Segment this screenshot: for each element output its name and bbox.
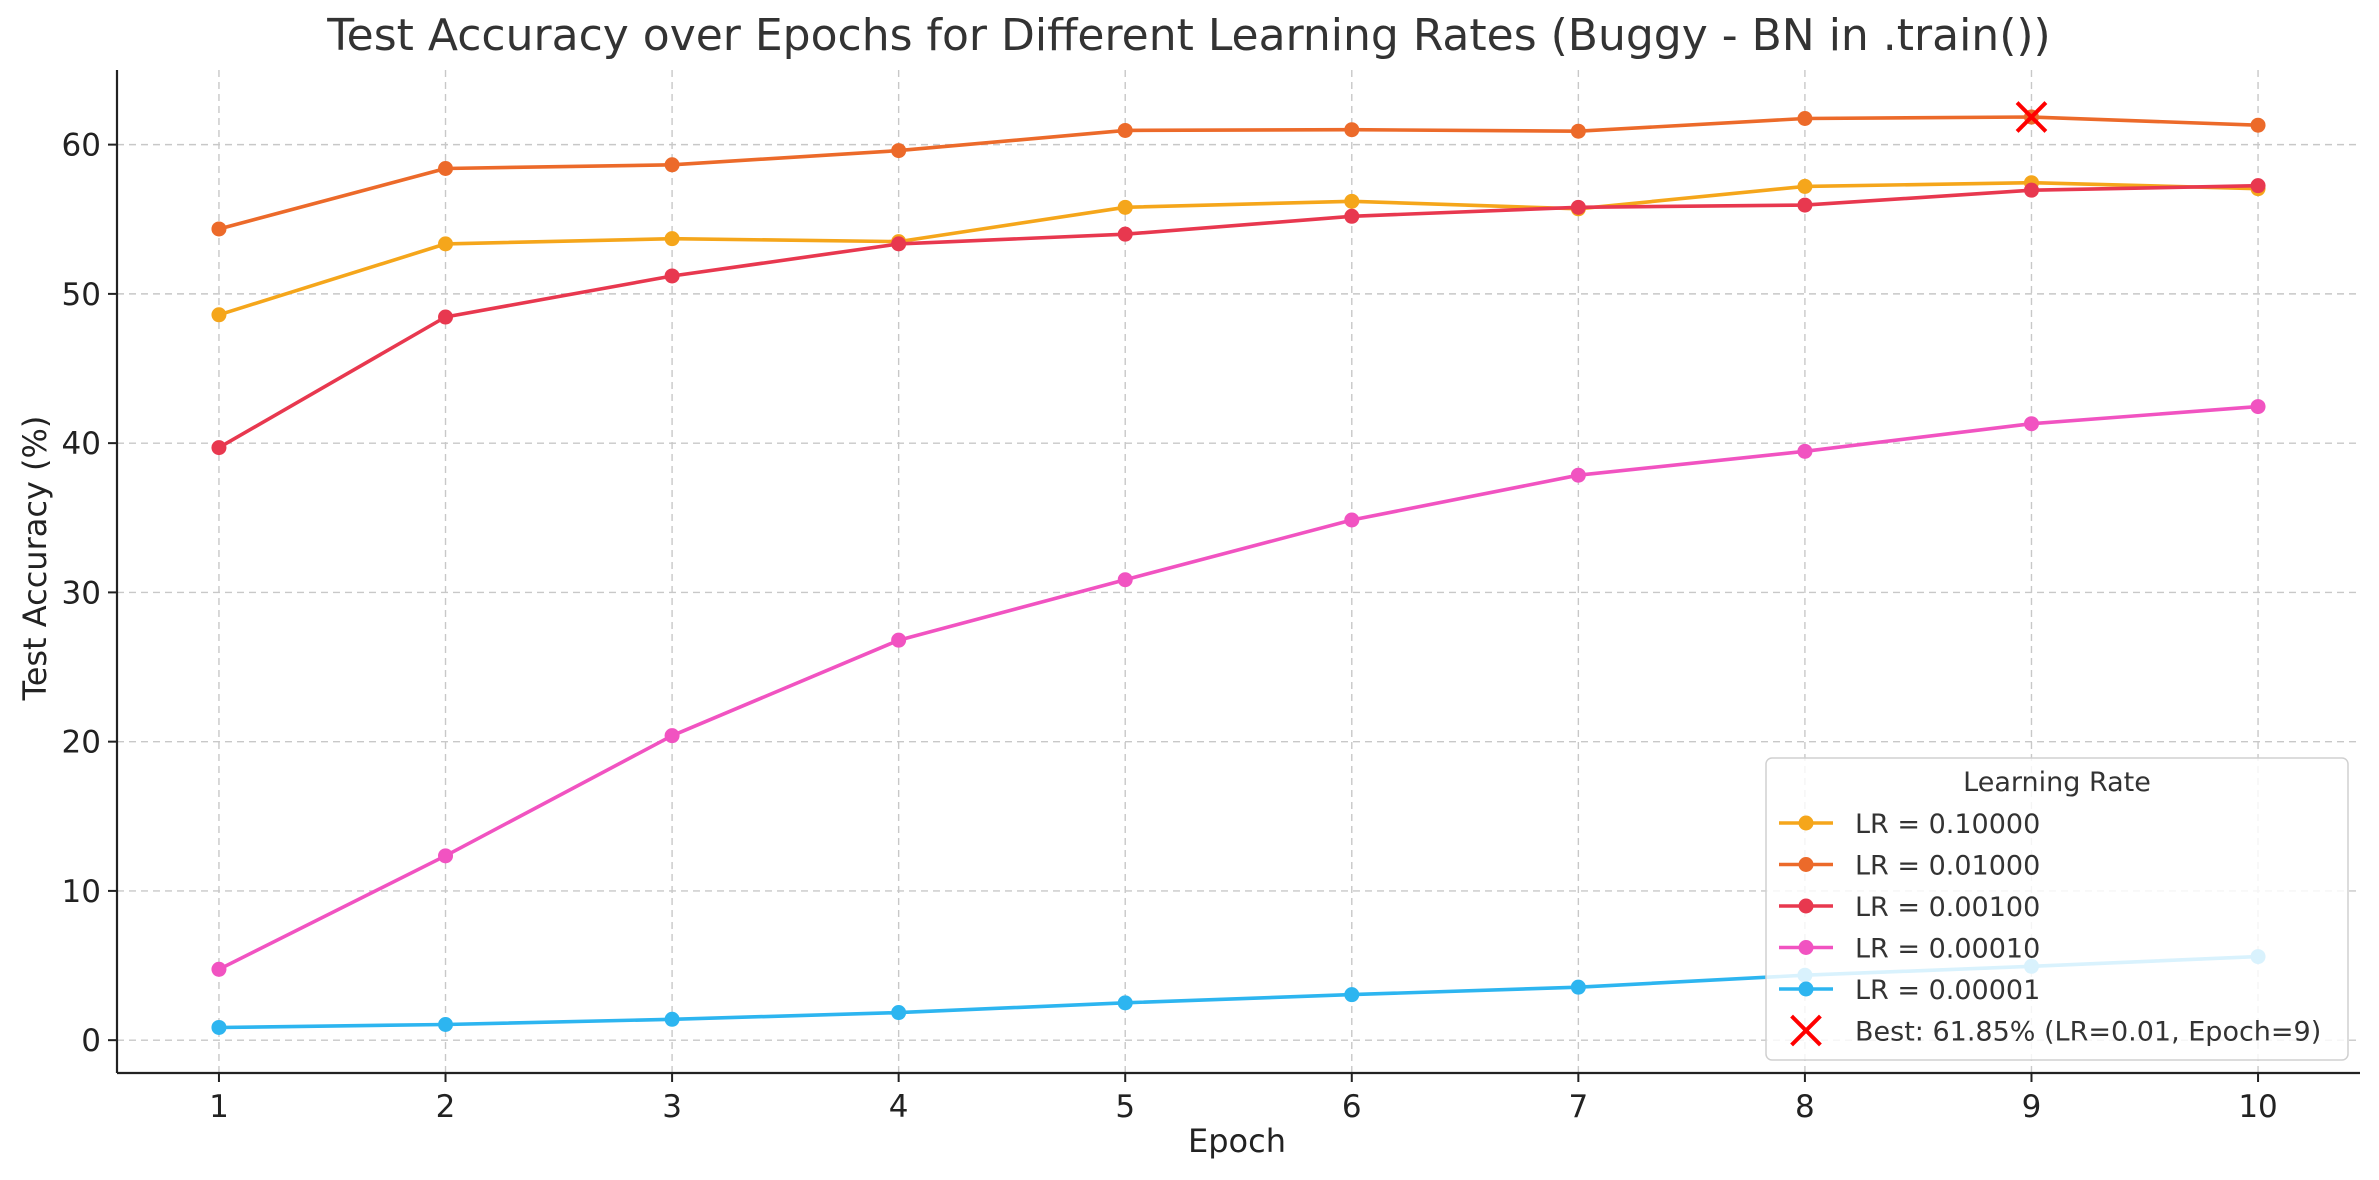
data-point (211, 307, 227, 323)
series-1 (211, 175, 2266, 323)
data-point (2023, 416, 2039, 432)
data-point (1117, 199, 1133, 215)
data-point (1344, 987, 1360, 1003)
data-point (2023, 182, 2039, 198)
legend-box (1765, 757, 2349, 1061)
data-point (1797, 443, 1813, 459)
data-point (664, 231, 680, 247)
legend-swatch-point (1798, 981, 1814, 997)
series-line (218, 180, 2259, 317)
series-3 (211, 178, 2266, 456)
data-point (891, 143, 907, 159)
x-tick-label: 3 (662, 1089, 682, 1125)
data-point (891, 236, 907, 252)
data-point (891, 632, 907, 648)
data-point (664, 268, 680, 284)
axes (115, 70, 2360, 1075)
x-tick-label: 4 (889, 1089, 909, 1125)
data-point (1117, 572, 1133, 588)
data-point (438, 236, 454, 252)
legend-item: LR = 0.00001 (1779, 975, 2040, 1006)
data-point (2250, 178, 2266, 194)
x-tick-label: 10 (2238, 1089, 2277, 1125)
data-point (1344, 122, 1360, 138)
series-2 (211, 109, 2266, 237)
data-point (211, 1019, 227, 1035)
data-point (1344, 193, 1360, 209)
y-axis-label: Test Accuracy (%) (16, 416, 54, 702)
legend-title: Learning Rate (1963, 767, 2151, 798)
data-point (1570, 123, 1586, 139)
grid (117, 70, 2360, 1073)
data-point (1344, 208, 1360, 224)
data-point (2250, 399, 2266, 415)
data-point (1797, 197, 1813, 213)
best-marker (2015, 101, 2048, 133)
data-point (664, 157, 680, 173)
ticks: 1 2 3 4 5 6 7 8 9 10 0 10 20 30 40 50 60 (62, 128, 2278, 1125)
legend-swatch-point (1798, 815, 1814, 831)
x-tick-label: 7 (1568, 1089, 1588, 1125)
y-tick-label: 20 (62, 725, 101, 761)
x-tick-label: 8 (1795, 1089, 1815, 1125)
data-point (438, 161, 454, 177)
x-tick-label: 6 (1342, 1089, 1362, 1125)
data-point (1117, 122, 1133, 138)
legend-item: LR = 0.00100 (1779, 892, 2040, 923)
legend-label: Best: 61.85% (LR=0.01, Epoch=9) (1855, 1017, 2321, 1048)
chart-title: Test Accuracy over Epochs for Different … (326, 10, 2050, 61)
x-tick-label: 9 (2022, 1089, 2042, 1125)
legend-swatch-point (1798, 857, 1814, 872)
series-line (218, 404, 2259, 971)
x-tick-label: 5 (1115, 1089, 1135, 1125)
y-tick-label: 50 (62, 277, 101, 313)
legend-swatch-point (1798, 898, 1814, 914)
y-tick-label: 10 (62, 874, 101, 910)
data-point (1570, 979, 1586, 995)
data-point (1797, 178, 1813, 194)
legend-label: LR = 0.01000 (1855, 851, 2040, 882)
series-line (218, 183, 2259, 450)
data-point (891, 1005, 907, 1021)
data-point (2250, 117, 2266, 133)
legend-items: LR = 0.10000 LR = 0.01000 LR = 0.00100 LR =… (1779, 809, 2321, 1048)
data-point (664, 728, 680, 744)
data-point (1570, 199, 1586, 215)
data-point (1117, 995, 1133, 1011)
data-point (1117, 226, 1133, 242)
data-point (211, 961, 227, 977)
data-point (438, 1016, 454, 1032)
data-point (1797, 111, 1813, 127)
best-marker-layer (2015, 101, 2048, 133)
series-line (218, 115, 2259, 231)
legend-best-marker (1790, 1014, 1822, 1047)
series-4 (211, 399, 2266, 977)
data-point (438, 309, 454, 325)
legend-item: LR = 0.00010 (1779, 934, 2040, 965)
x-tick-label: 2 (436, 1089, 456, 1125)
y-tick-label: 40 (62, 426, 101, 462)
x-tick-label: 1 (209, 1089, 229, 1125)
y-tick-label: 0 (81, 1023, 101, 1059)
series-layer (211, 109, 2266, 1035)
y-tick-label: 30 (62, 575, 101, 611)
data-point (1570, 467, 1586, 483)
data-point (438, 848, 454, 864)
legend-label: LR = 0.10000 (1855, 809, 2040, 840)
data-point (211, 221, 227, 237)
legend-item: LR = 0.10000 (1779, 809, 2040, 840)
data-point (664, 1011, 680, 1027)
x-axis-label: Epoch (1188, 1122, 1286, 1160)
legend-label: LR = 0.00100 (1855, 892, 2040, 923)
legend-label: LR = 0.00010 (1855, 934, 2040, 965)
data-point (211, 440, 227, 456)
legend-item: LR = 0.01000 (1779, 851, 2040, 882)
y-tick-label: 60 (62, 128, 101, 164)
legend-label: LR = 0.00001 (1855, 975, 2040, 1006)
legend-swatch-point (1798, 940, 1814, 955)
legend-item-best: Best: 61.85% (LR=0.01, Epoch=9) (1790, 1014, 2321, 1048)
data-point (1344, 512, 1360, 528)
